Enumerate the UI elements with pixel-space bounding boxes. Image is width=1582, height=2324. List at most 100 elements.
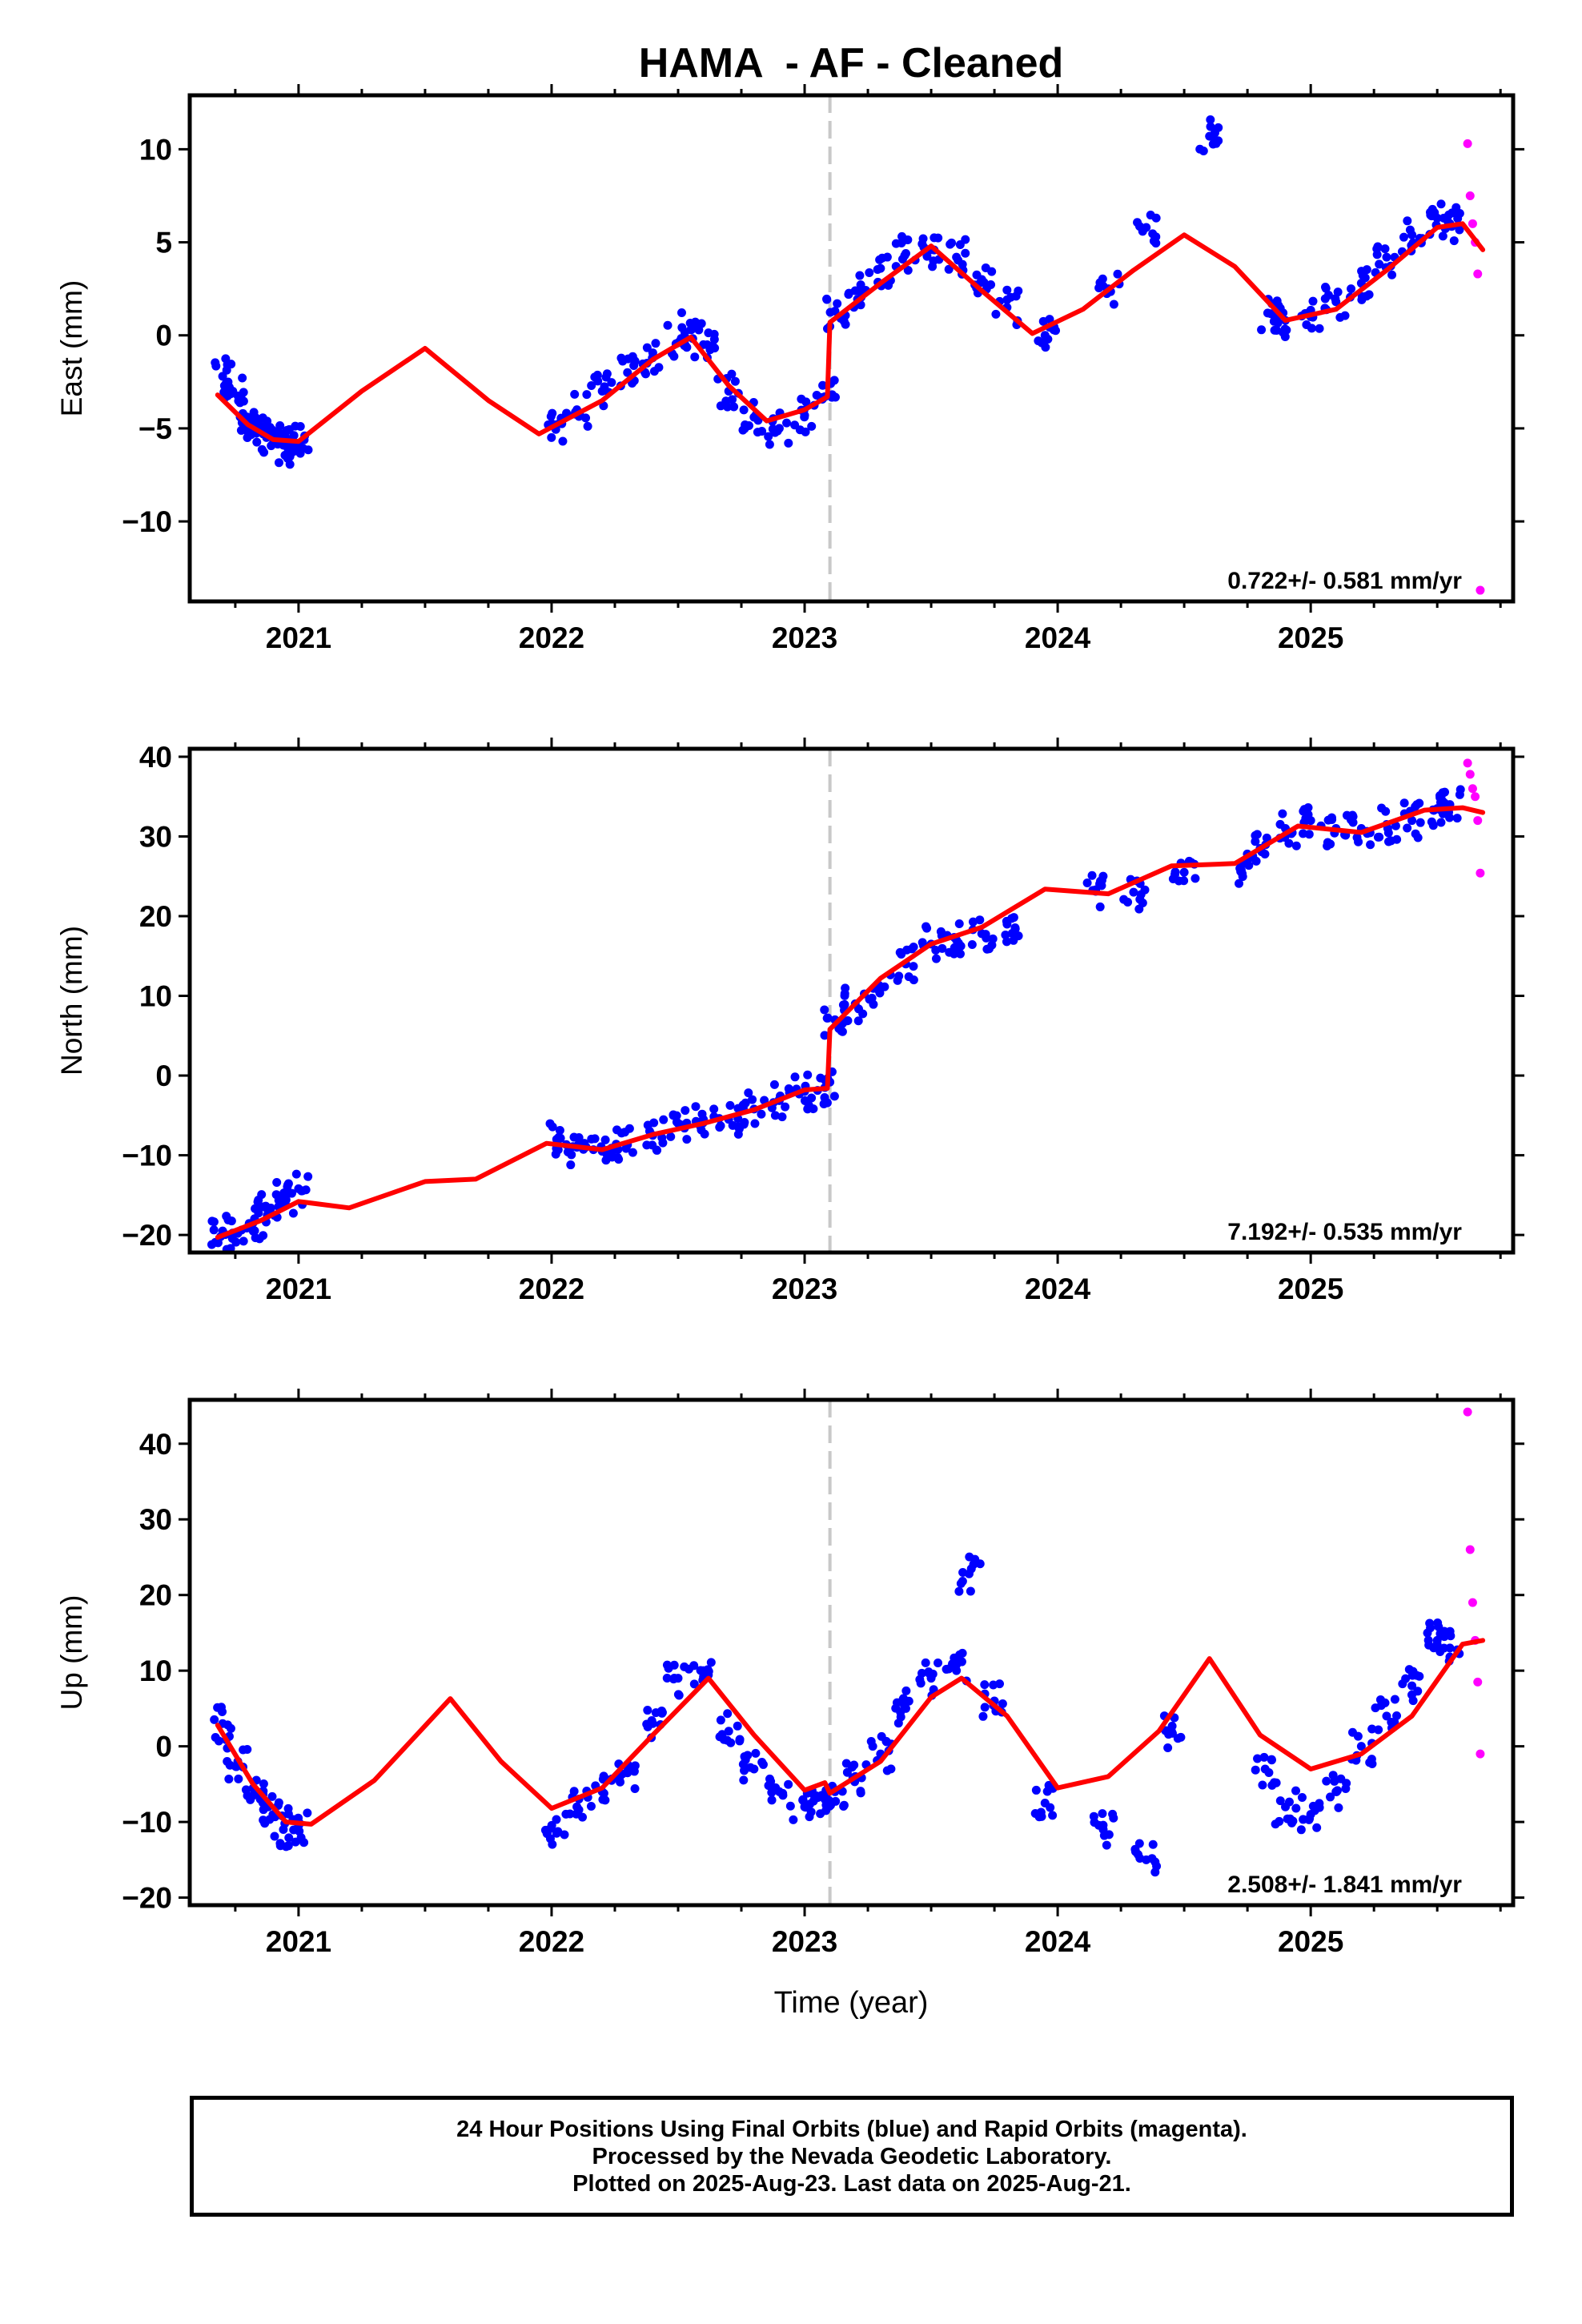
data-point bbox=[1334, 1803, 1343, 1812]
data-point bbox=[928, 1669, 938, 1679]
data-point bbox=[820, 1031, 829, 1040]
data-point bbox=[1373, 242, 1383, 251]
data-point bbox=[833, 299, 842, 308]
data-point bbox=[682, 343, 692, 352]
data-point bbox=[1109, 1813, 1118, 1823]
data-point bbox=[809, 1790, 818, 1799]
data-point bbox=[865, 268, 874, 278]
data-point bbox=[777, 1112, 787, 1122]
data-point bbox=[1148, 1839, 1158, 1849]
data-point bbox=[548, 408, 557, 418]
data-point bbox=[261, 1201, 271, 1211]
data-point bbox=[225, 1760, 235, 1770]
data-point bbox=[250, 1226, 259, 1236]
data-point bbox=[1401, 1674, 1411, 1683]
data-point bbox=[1162, 1726, 1171, 1735]
data-point bbox=[1360, 273, 1370, 283]
data-point bbox=[649, 367, 659, 376]
data-point bbox=[740, 1751, 749, 1761]
data-point bbox=[231, 1237, 241, 1247]
data-point bbox=[729, 402, 739, 412]
data-point bbox=[873, 264, 882, 274]
data-point bbox=[1436, 818, 1446, 827]
data-point bbox=[690, 352, 700, 362]
data-point bbox=[1252, 830, 1262, 839]
data-point bbox=[303, 1808, 312, 1818]
data-point bbox=[219, 381, 229, 391]
data-point bbox=[726, 1738, 736, 1747]
data-point bbox=[612, 1125, 622, 1135]
y-tick-label: 10 bbox=[139, 133, 172, 166]
y-tick-label: 40 bbox=[139, 1428, 172, 1461]
data-point bbox=[1044, 1780, 1054, 1790]
data-point bbox=[981, 263, 990, 273]
data-point bbox=[723, 1709, 733, 1719]
data-point bbox=[697, 1109, 707, 1119]
data-point bbox=[271, 1190, 281, 1200]
data-point bbox=[662, 1673, 672, 1683]
data-point bbox=[1463, 758, 1472, 768]
data-point bbox=[766, 1776, 776, 1786]
data-point bbox=[738, 425, 748, 435]
data-point bbox=[254, 1196, 263, 1205]
data-point bbox=[1435, 1647, 1445, 1657]
data-point bbox=[1465, 191, 1475, 200]
data-point bbox=[251, 1233, 260, 1243]
data-point bbox=[1038, 316, 1048, 326]
y-tick-label: 20 bbox=[139, 1579, 172, 1612]
data-point bbox=[554, 1132, 564, 1142]
data-point bbox=[1321, 283, 1331, 293]
data-point bbox=[1439, 1632, 1449, 1642]
data-point bbox=[1423, 1628, 1432, 1638]
data-point bbox=[995, 1679, 1005, 1689]
data-point bbox=[1471, 792, 1480, 802]
y-tick-label: −10 bbox=[122, 1140, 172, 1172]
data-point bbox=[769, 1080, 779, 1089]
data-point bbox=[945, 947, 954, 957]
data-point bbox=[717, 1730, 727, 1739]
x-tick-label: 2024 bbox=[1025, 1925, 1091, 1958]
rapid-orbits-series bbox=[1463, 139, 1485, 595]
data-point bbox=[1465, 1545, 1475, 1554]
data-point bbox=[621, 1144, 631, 1153]
data-point bbox=[275, 420, 285, 430]
data-point bbox=[607, 378, 616, 388]
data-point bbox=[1048, 1811, 1058, 1820]
data-point bbox=[735, 1736, 745, 1746]
data-point bbox=[234, 1774, 243, 1783]
model-curve bbox=[215, 805, 1486, 1240]
data-point bbox=[1291, 841, 1301, 850]
data-point bbox=[227, 1216, 236, 1226]
data-point bbox=[955, 1650, 965, 1659]
data-point bbox=[898, 1695, 908, 1704]
data-point bbox=[931, 946, 941, 955]
data-point bbox=[909, 962, 918, 971]
data-point bbox=[666, 1132, 676, 1141]
data-point bbox=[805, 1799, 815, 1809]
data-point bbox=[942, 1664, 951, 1674]
data-point bbox=[1399, 798, 1409, 808]
data-point bbox=[805, 1812, 814, 1822]
data-point bbox=[1291, 1803, 1301, 1813]
data-point bbox=[744, 1088, 753, 1098]
data-point bbox=[789, 1815, 798, 1824]
data-point bbox=[259, 1231, 268, 1240]
data-point bbox=[1095, 902, 1105, 911]
data-point bbox=[659, 1115, 669, 1124]
plot-frame bbox=[187, 746, 1516, 1255]
data-point bbox=[839, 1802, 849, 1811]
data-point bbox=[902, 945, 912, 955]
data-point bbox=[716, 401, 725, 411]
data-point bbox=[669, 1111, 678, 1120]
data-point bbox=[917, 239, 927, 249]
data-point bbox=[1097, 875, 1106, 885]
data-point bbox=[770, 1111, 780, 1120]
data-point bbox=[751, 1748, 761, 1758]
data-point bbox=[648, 348, 657, 358]
data-point bbox=[1447, 208, 1457, 218]
data-point bbox=[831, 1796, 841, 1806]
data-point bbox=[1411, 829, 1420, 838]
data-point bbox=[252, 437, 262, 447]
data-point bbox=[619, 355, 628, 364]
